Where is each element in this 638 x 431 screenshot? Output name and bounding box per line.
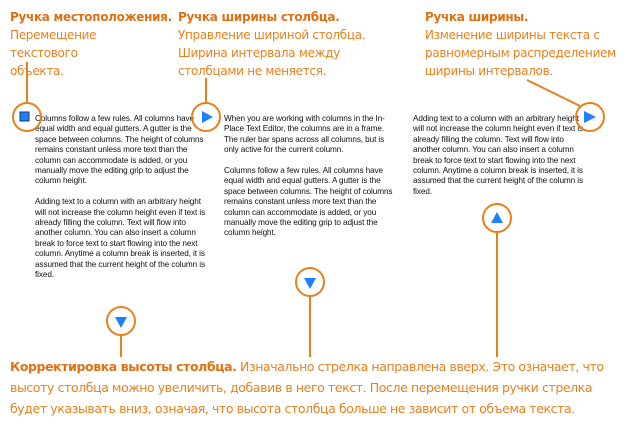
label-text: Перемещение текстового объекта. (10, 28, 97, 78)
leader-line (526, 79, 581, 107)
text-column-1[interactable]: Columns follow a few rules. All columns … (35, 114, 207, 291)
width-grip-icon[interactable] (584, 111, 596, 123)
text-column-2[interactable]: When you are working with columns in the… (224, 114, 396, 249)
callout-circle (191, 102, 221, 132)
paragraph: Columns follow a few rules. All columns … (224, 166, 393, 238)
label-column-width-grip: Ручка ширины столбца. Управление шириной… (178, 8, 388, 80)
callout-circle (482, 203, 512, 233)
label-title: Ручка местоположения. (10, 10, 172, 24)
column-width-grip-icon[interactable] (202, 111, 213, 123)
column-height-grip-down-icon[interactable] (115, 317, 127, 328)
location-grip-icon[interactable] (19, 111, 30, 122)
label-text: Изначально стрелка направлена вверх. Это… (10, 359, 604, 416)
label-column-height-grip: Корректировка высоты столбца. Изначально… (10, 356, 630, 419)
callout-circle (106, 306, 136, 336)
label-text: Изменение ширины текста с равномерным ра… (425, 28, 616, 78)
callout-circle (295, 267, 325, 297)
paragraph: Adding text to a column with an arbitrar… (35, 197, 206, 280)
paragraph: Columns follow a few rules. All columns … (35, 114, 204, 186)
label-width-grip: Ручка ширины. Изменение ширины текста с … (425, 8, 630, 80)
paragraph: Adding text to a column with an arbitrar… (413, 114, 584, 196)
callout-circle (575, 102, 605, 132)
label-text: Управление шириной столбца. Ширина интер… (178, 28, 366, 78)
label-title: Корректировка высоты столбца. (10, 359, 237, 374)
label-title: Ручка ширины столбца. (178, 10, 340, 24)
column-height-grip-down-icon[interactable] (304, 278, 316, 289)
column-height-grip-up-icon[interactable] (491, 212, 503, 223)
label-title: Ручка ширины. (425, 10, 529, 24)
text-column-3[interactable]: Adding text to a column with an arbitrar… (413, 114, 590, 208)
callout-circle (12, 102, 42, 132)
label-location-grip: Ручка местоположения. Перемещение тексто… (10, 8, 180, 80)
paragraph: When you are working with columns in the… (224, 114, 385, 155)
